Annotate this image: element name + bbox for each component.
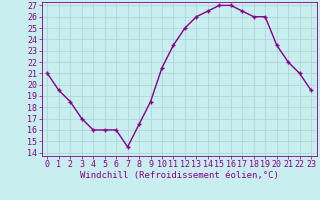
X-axis label: Windchill (Refroidissement éolien,°C): Windchill (Refroidissement éolien,°C) <box>80 171 279 180</box>
